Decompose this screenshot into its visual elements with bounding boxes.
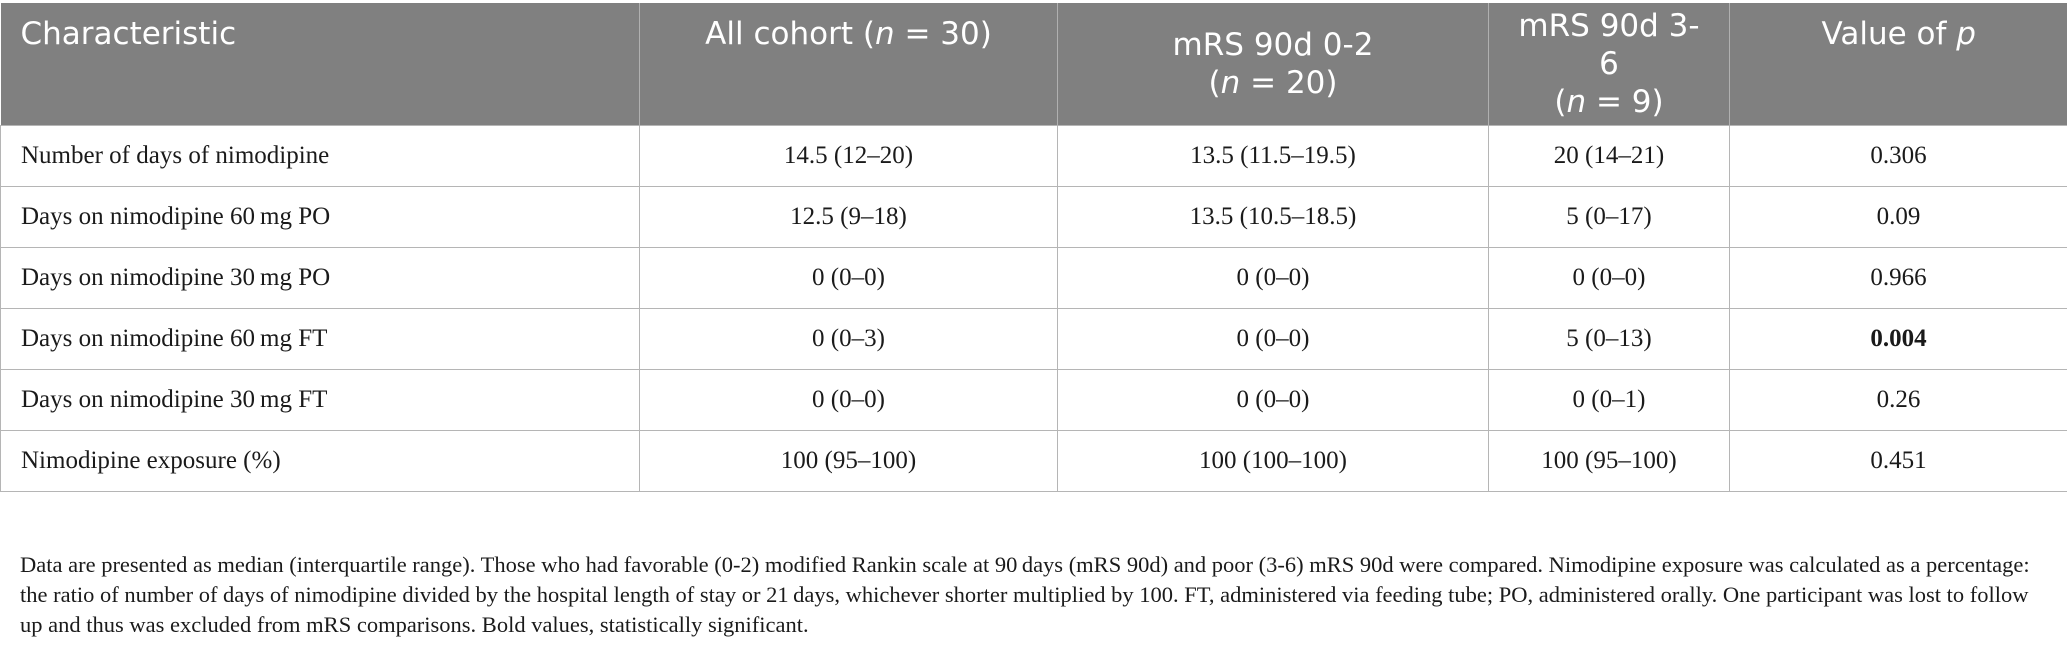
- row-label: Number of days of nimodipine: [0, 125, 640, 187]
- cell-p-value: 0.966: [1729, 247, 2067, 309]
- data-table: Characteristic All cohort (n = 30) mRS 9…: [0, 3, 2067, 492]
- table-row: Days on nimodipine 60 mg FT 0 (0–3) 0 (0…: [0, 308, 2067, 370]
- header-text: = 9): [1586, 84, 1664, 120]
- cell-mrs-0-2: 0 (0–0): [1057, 247, 1489, 309]
- cell-all-cohort: 0 (0–0): [639, 369, 1058, 431]
- header-text: All cohort (: [705, 16, 875, 52]
- cell-all-cohort: 0 (0–3): [639, 308, 1058, 370]
- header-text: = 20): [1240, 65, 1338, 101]
- cell-mrs-3-6: 0 (0–0): [1488, 247, 1730, 309]
- header-italic: n: [1220, 65, 1241, 101]
- cell-p-value-significant: 0.004: [1729, 308, 2067, 370]
- cell-mrs-3-6: 20 (14–21): [1488, 125, 1730, 187]
- cell-all-cohort: 12.5 (9–18): [639, 186, 1058, 248]
- cell-mrs-0-2: 100 (100–100): [1057, 430, 1489, 492]
- header-characteristic: Characteristic: [0, 3, 640, 126]
- header-mrs-0-2: mRS 90d 0-2 (n = 20): [1057, 3, 1489, 126]
- cell-all-cohort: 0 (0–0): [639, 247, 1058, 309]
- table-row: Days on nimodipine 30 mg PO 0 (0–0) 0 (0…: [0, 247, 2067, 309]
- table-footnote: Data are presented as median (interquart…: [20, 552, 2030, 637]
- cell-mrs-0-2: 0 (0–0): [1057, 369, 1489, 431]
- header-text: mRS 90d 0-2: [1172, 27, 1374, 63]
- header-mrs-3-6: mRS 90d 3-6 (n = 9): [1488, 3, 1730, 126]
- header-text: (: [1208, 65, 1221, 101]
- header-text: = 30): [894, 16, 992, 52]
- table-row: Days on nimodipine 60 mg PO 12.5 (9–18) …: [0, 186, 2067, 248]
- row-label: Nimodipine exposure (%): [0, 430, 640, 492]
- cell-mrs-0-2: 13.5 (11.5–19.5): [1057, 125, 1489, 187]
- cell-mrs-3-6: 5 (0–17): [1488, 186, 1730, 248]
- header-italic: n: [874, 16, 895, 52]
- header-text: Value of: [1821, 16, 1957, 52]
- table-container: Characteristic All cohort (n = 30) mRS 9…: [0, 3, 2067, 492]
- cell-mrs-0-2: 13.5 (10.5–18.5): [1057, 186, 1489, 248]
- cell-p-value: 0.09: [1729, 186, 2067, 248]
- cell-mrs-3-6: 0 (0–1): [1488, 369, 1730, 431]
- cell-p-value: 0.306: [1729, 125, 2067, 187]
- cell-p-value: 0.26: [1729, 369, 2067, 431]
- cell-all-cohort: 14.5 (12–20): [639, 125, 1058, 187]
- header-all-cohort: All cohort (n = 30): [639, 3, 1058, 126]
- header-p-value: Value of p: [1729, 3, 2067, 126]
- table-row: Nimodipine exposure (%) 100 (95–100) 100…: [0, 430, 2067, 492]
- table-row: Number of days of nimodipine 14.5 (12–20…: [0, 125, 2067, 187]
- row-label: Days on nimodipine 30 mg PO: [0, 247, 640, 309]
- row-label: Days on nimodipine 30 mg FT: [0, 369, 640, 431]
- header-text: mRS 90d 3-6: [1518, 8, 1700, 82]
- cell-mrs-3-6: 100 (95–100): [1488, 430, 1730, 492]
- cell-p-value: 0.451: [1729, 430, 2067, 492]
- header-text: (: [1554, 84, 1567, 120]
- header-text: Characteristic: [20, 16, 237, 52]
- row-label: Days on nimodipine 60 mg PO: [0, 186, 640, 248]
- cell-all-cohort: 100 (95–100): [639, 430, 1058, 492]
- table-row: Days on nimodipine 30 mg FT 0 (0–0) 0 (0…: [0, 369, 2067, 431]
- cell-mrs-3-6: 5 (0–13): [1488, 308, 1730, 370]
- cell-mrs-0-2: 0 (0–0): [1057, 308, 1489, 370]
- header-italic: p: [1956, 16, 1976, 52]
- row-label: Days on nimodipine 60 mg FT: [0, 308, 640, 370]
- header-italic: n: [1566, 84, 1587, 120]
- header-row: Characteristic All cohort (n = 30) mRS 9…: [0, 3, 2067, 126]
